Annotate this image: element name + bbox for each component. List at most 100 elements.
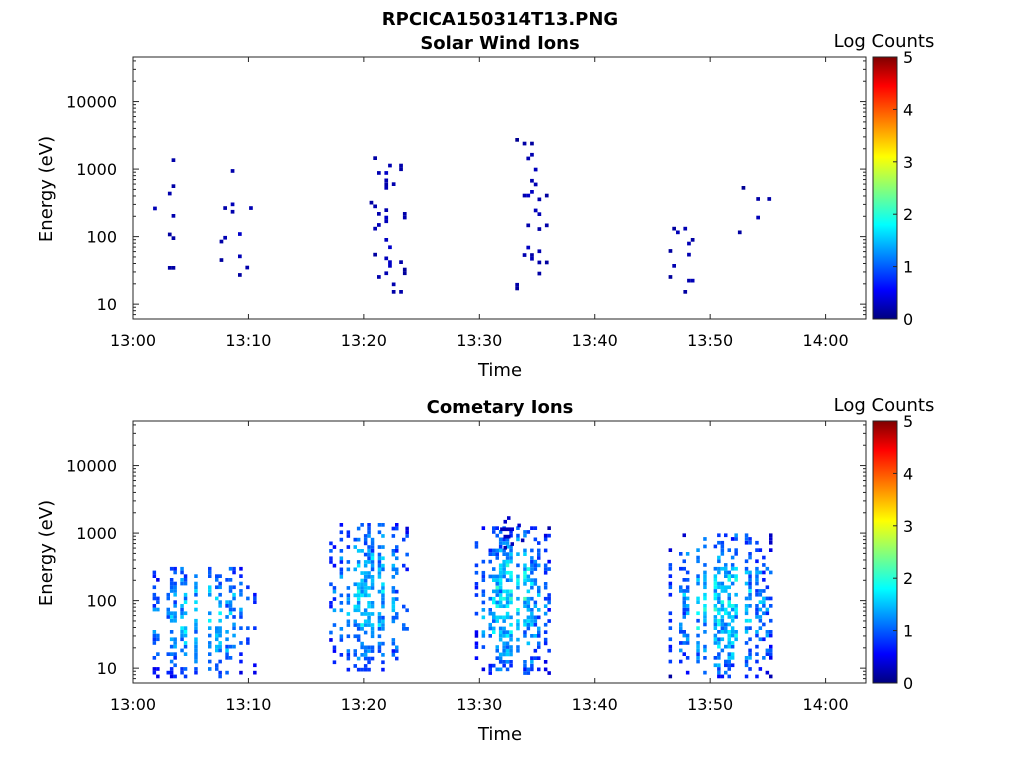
- spectrogram-cell: [533, 526, 538, 530]
- spectrogram-cell: [547, 671, 551, 675]
- spectrogram-cell: [523, 663, 527, 668]
- spectrogram-cell: [152, 592, 157, 597]
- spectrogram-cell: [703, 604, 707, 608]
- spectrogram-cell: [381, 641, 385, 646]
- spectrogram-cell: [717, 641, 721, 645]
- spectrogram-cell: [370, 563, 375, 568]
- spectrogram-cell: [194, 652, 198, 656]
- spectrogram-cell: [405, 534, 409, 538]
- spectrogram-cell: [530, 634, 534, 638]
- spectrogram-cell: [502, 634, 506, 638]
- spectrogram-cell: [730, 574, 735, 578]
- spectrogram-cell: [713, 585, 718, 590]
- spectrogram-cell: [218, 633, 222, 638]
- spectrogram-cell: [717, 607, 721, 612]
- spectrogram-cell: [696, 652, 700, 656]
- spectrogram-cell: [727, 570, 731, 575]
- spectrogram-cell: [755, 578, 759, 582]
- spectrogram-cell: [169, 637, 174, 642]
- spectrogram-cell: [156, 652, 160, 656]
- spectrogram-cell: [498, 567, 503, 571]
- spectrogram-cell: [762, 637, 766, 642]
- x-tick-label: 13:20: [341, 331, 387, 350]
- spectrogram-cell: [758, 570, 763, 575]
- spectrogram-cell: [353, 623, 357, 627]
- spectrogram-cell: [547, 567, 551, 571]
- spectrogram-cell: [696, 644, 700, 649]
- spectrogram-cell: [498, 537, 503, 542]
- spectrogram-cell: [734, 548, 738, 552]
- spectrogram-cell: [720, 540, 725, 545]
- spectrogram-cell: [367, 593, 371, 598]
- spectrogram-cell: [402, 215, 407, 220]
- spectrogram-cell: [717, 637, 721, 642]
- spectrogram-cell: [503, 545, 507, 550]
- spectrogram-cell: [547, 608, 551, 612]
- spectrogram-cell: [370, 556, 375, 561]
- spectrogram-cell: [713, 574, 718, 578]
- spectrogram-cell: [391, 653, 396, 657]
- spectrogram-cell: [547, 648, 551, 653]
- spectrogram-cell: [516, 622, 520, 627]
- spectrogram-cell: [346, 560, 351, 564]
- spectrogram-cell: [367, 534, 371, 538]
- spectrogram-cell: [668, 648, 673, 653]
- spectrogram-cell: [215, 633, 219, 638]
- spectrogram-cell: [194, 644, 198, 649]
- spectrogram-cell: [526, 193, 531, 198]
- spectrogram-cell: [232, 644, 236, 649]
- spectrogram-cell: [755, 581, 759, 586]
- spectrogram-cell: [724, 644, 728, 649]
- spectrogram-cell: [748, 626, 752, 630]
- spectrogram-cell: [239, 589, 243, 593]
- y-axis-ticks: 10 100 1000 10000: [66, 60, 866, 316]
- spectrogram-cell: [530, 563, 534, 568]
- spectrogram-cell: [481, 589, 486, 594]
- spectrogram-cell: [543, 537, 548, 542]
- spectrogram-cell: [696, 611, 700, 616]
- spectrogram-cell: [547, 533, 551, 538]
- spectrogram-cell: [228, 585, 233, 590]
- spectrogram-cell: [526, 622, 531, 627]
- spectrogram-cell: [180, 637, 184, 642]
- spectrogram-cell: [530, 256, 534, 261]
- spectrogram-cell: [370, 582, 375, 587]
- spectrogram-cell: [384, 186, 389, 190]
- spectrogram-cells: [153, 138, 772, 294]
- spectrogram-cell: [381, 593, 385, 598]
- spectrogram-cell: [208, 644, 212, 649]
- spectrogram-cell: [505, 556, 510, 560]
- spectrogram-cell: [208, 626, 212, 630]
- spectrogram-cell: [391, 586, 396, 590]
- spectrogram-cell: [537, 585, 541, 590]
- spectrogram-cell: [758, 589, 763, 593]
- spectrogram-cell: [523, 570, 527, 575]
- spectrogram-cell: [370, 645, 375, 650]
- colorbar-tick-label: 5: [903, 48, 913, 67]
- spectrogram-cell: [230, 202, 235, 207]
- spectrogram-cell: [734, 533, 738, 538]
- spectrogram-cell: [169, 589, 174, 593]
- spectrogram-cell: [367, 556, 371, 561]
- spectrogram-cell: [402, 267, 407, 272]
- spectrogram-cell: [228, 600, 233, 604]
- spectrogram-cell: [225, 670, 229, 675]
- spectrogram-cell: [734, 633, 738, 638]
- spectrogram-cell: [239, 652, 243, 656]
- spectrogram-cell: [391, 290, 396, 294]
- spectrogram-cell: [246, 585, 250, 590]
- spectrogram-cell: [239, 641, 243, 645]
- spectrogram-cell: [488, 663, 492, 668]
- spectrogram-cell: [370, 578, 375, 583]
- spectrogram-cell: [523, 563, 527, 568]
- spectrogram-cell: [395, 556, 399, 561]
- figure-title: RPCICA150314T13.PNG: [382, 9, 618, 30]
- spectrogram-cell: [332, 608, 337, 613]
- spectrogram-cell: [498, 667, 503, 672]
- spectrogram-cell: [668, 574, 673, 578]
- spectrogram-cell: [218, 670, 222, 675]
- spectrogram-cell: [225, 644, 229, 649]
- spectrogram-cell: [391, 638, 396, 642]
- spectrogram-cell: [332, 660, 337, 665]
- spectrogram-cell: [232, 566, 236, 571]
